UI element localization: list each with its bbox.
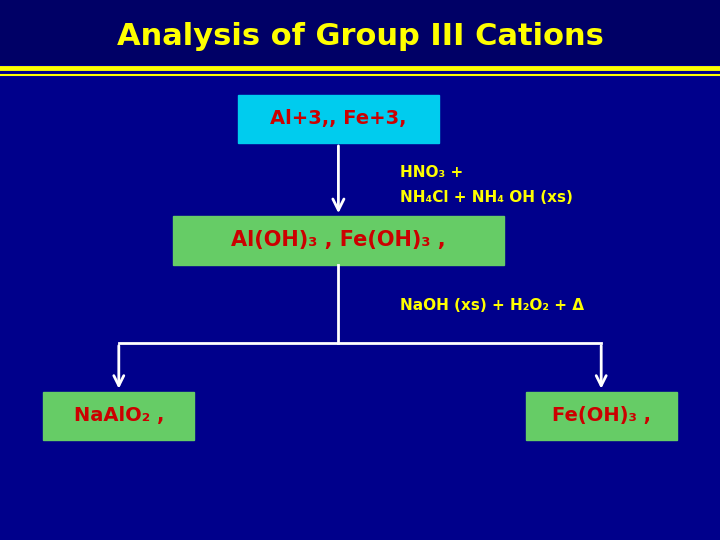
Bar [43,392,194,440]
Text: HNO₃ +: HNO₃ + [400,165,463,180]
Text: Analysis of Group III Cations: Analysis of Group III Cations [117,22,603,51]
Bar [0,0,720,65]
Text: Al(OH)₃ , Fe(OH)₃ ,: Al(OH)₃ , Fe(OH)₃ , [231,230,446,251]
Text: Al+3,, Fe+3,: Al+3,, Fe+3, [270,109,407,129]
Text: NH₄Cl + NH₄ OH (xs): NH₄Cl + NH₄ OH (xs) [400,190,572,205]
Text: NaAlO₂ ,: NaAlO₂ , [73,406,164,426]
Text: Fe(OH)₃ ,: Fe(OH)₃ , [552,406,651,426]
Bar [238,94,439,143]
Text: NaOH (xs) + H₂O₂ + Δ: NaOH (xs) + H₂O₂ + Δ [400,298,584,313]
Bar [526,392,677,440]
Bar [173,216,504,265]
